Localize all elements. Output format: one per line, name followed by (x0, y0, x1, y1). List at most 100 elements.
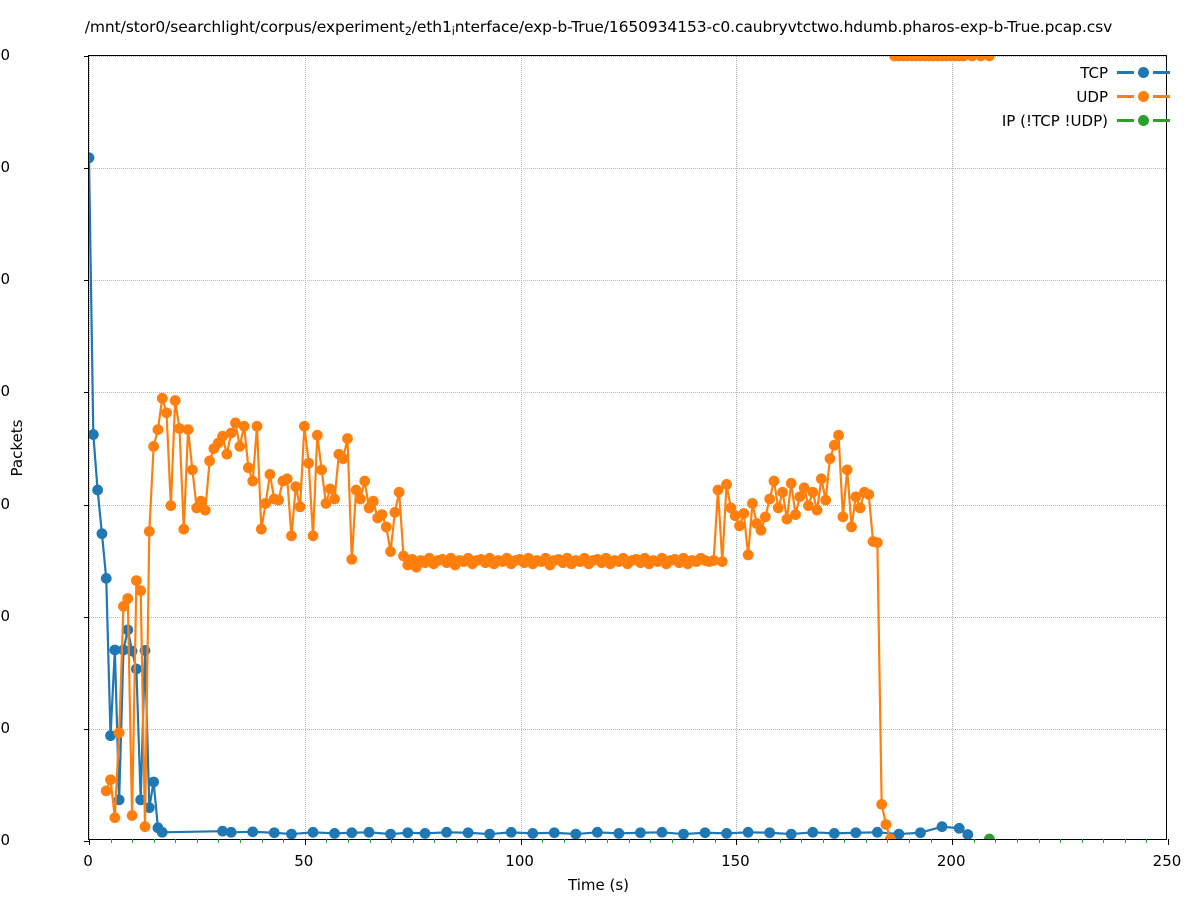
data-point-marker (983, 833, 995, 839)
data-point-marker (380, 521, 392, 533)
y-tick-label: 0 (0, 831, 10, 849)
data-point-marker (850, 827, 862, 839)
x-tick-minor (801, 839, 803, 843)
x-tick-label: 200 (936, 852, 966, 870)
y-axis-label: Packets (8, 419, 26, 476)
data-point-marker (953, 822, 965, 834)
plot-clip (89, 56, 1166, 839)
data-point-marker (841, 464, 853, 476)
data-point-marker (156, 392, 168, 404)
data-point-marker (505, 826, 517, 838)
x-axis-label: Time (s) (568, 876, 629, 894)
data-point-marker (764, 827, 776, 839)
series-line (105, 397, 892, 839)
data-point-marker (135, 585, 147, 597)
data-point-marker (738, 508, 750, 519)
data-point-marker (131, 575, 142, 586)
y-tick-label: 1000 (0, 606, 10, 625)
legend-item[interactable]: TCP (1002, 62, 1171, 83)
x-tick-minor (628, 839, 630, 843)
data-point-marker (850, 491, 862, 503)
data-point-marker (178, 523, 190, 535)
y-tick-mark (83, 841, 89, 842)
legend-line-left (1117, 119, 1134, 122)
x-tick-label: 150 (721, 852, 750, 870)
data-point-marker (329, 493, 340, 505)
data-point-marker (174, 423, 185, 434)
data-point-marker (398, 550, 409, 562)
data-point-marker (824, 453, 836, 465)
data-point-marker (828, 828, 840, 839)
legend-swatch (1117, 115, 1171, 126)
x-tick-minor (671, 839, 673, 843)
data-point-marker (764, 493, 776, 505)
data-point-marker (320, 498, 332, 509)
legend-line-left (1117, 71, 1134, 74)
data-point-marker (161, 407, 172, 419)
data-point-marker (143, 802, 155, 814)
y-tick-label: 1500 (0, 494, 10, 513)
data-point-marker (243, 462, 254, 474)
x-tick-mark (89, 839, 90, 845)
x-tick-label: 100 (505, 852, 534, 870)
x-tick-minor (1060, 839, 1062, 843)
series-line (89, 156, 969, 836)
data-point-marker (591, 826, 603, 838)
data-point-marker (975, 56, 987, 62)
data-point-marker (962, 829, 974, 839)
data-point-marker (747, 498, 758, 509)
x-tick-minor (347, 839, 349, 843)
data-point-marker (884, 833, 896, 839)
x-tick-label: 50 (294, 852, 314, 870)
legend-line-right (1153, 95, 1170, 98)
data-point-marker (781, 513, 793, 525)
data-point-marker (303, 457, 315, 469)
legend-item[interactable]: UDP (1002, 86, 1171, 107)
x-tick-minor (196, 839, 198, 843)
title-mid: /eth1 (411, 18, 452, 36)
data-point-marker (729, 510, 741, 522)
x-tick-minor (1081, 839, 1083, 843)
x-tick-minor (650, 839, 652, 843)
x-tick-minor (865, 839, 867, 843)
legend-item[interactable]: IP (!TCP !UDP) (1002, 110, 1171, 131)
legend-line-left (1117, 95, 1134, 98)
data-point-marker (393, 486, 405, 498)
x-tick-minor (995, 839, 997, 843)
data-point-marker (721, 828, 732, 839)
data-point-marker (419, 828, 431, 839)
data-point-marker (230, 417, 241, 429)
x-tick-minor (1146, 839, 1148, 843)
x-tick-minor (822, 839, 824, 843)
data-point-marker (264, 468, 276, 480)
data-point-marker (186, 464, 198, 476)
title-suffix: nterface/exp-b-True/1650934153-c0.caubry… (454, 18, 1113, 36)
title-prefix: /mnt/stor0/searchlight/corpus/experiment (84, 18, 405, 36)
data-point-marker (286, 530, 297, 542)
data-point-marker (346, 553, 358, 565)
x-tick-minor (779, 839, 781, 843)
x-tick-minor (240, 839, 242, 843)
y-tick-mark (83, 728, 89, 730)
legend-line-right (1153, 71, 1170, 74)
data-point-marker (109, 812, 121, 824)
x-tick-minor (585, 839, 587, 843)
data-point-marker (234, 440, 246, 452)
data-point-marker (281, 473, 293, 485)
legend-swatch (1117, 91, 1171, 102)
x-tick-minor (563, 839, 565, 843)
data-point-marker (143, 526, 155, 537)
legend-label: UDP (1076, 87, 1108, 106)
x-tick-minor (110, 839, 112, 843)
data-point-marker (199, 504, 211, 516)
data-point-marker (570, 828, 582, 839)
data-point-marker (721, 479, 732, 490)
legend-line-right (1153, 119, 1170, 122)
x-tick-minor (369, 839, 371, 843)
data-point-marker (342, 433, 353, 444)
data-point-marker (716, 556, 728, 567)
data-point-marker (742, 549, 754, 561)
data-point-marker (656, 826, 668, 838)
data-point-marker (484, 828, 496, 839)
data-point-marker (247, 475, 259, 487)
